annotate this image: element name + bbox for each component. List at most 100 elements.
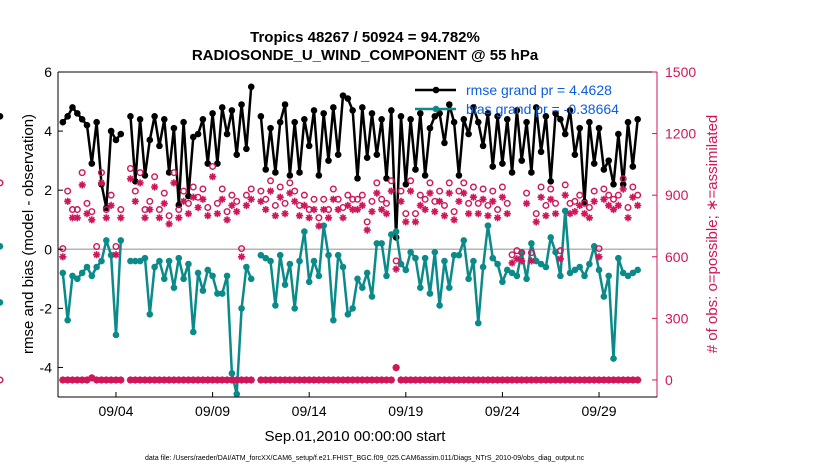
bias-point bbox=[547, 234, 555, 241]
x-tick-label: 09/09 bbox=[195, 403, 230, 419]
assimilated-marker bbox=[634, 201, 642, 209]
possible-marker bbox=[247, 185, 255, 193]
rmse-point bbox=[330, 104, 337, 111]
bias-point bbox=[629, 269, 637, 277]
bias-point bbox=[499, 278, 506, 286]
possible-marker bbox=[624, 204, 632, 212]
bias-point bbox=[383, 272, 390, 280]
possible-marker bbox=[392, 257, 400, 265]
possible-marker bbox=[189, 183, 197, 191]
possible-marker bbox=[310, 195, 318, 203]
floor-assimilated-marker bbox=[146, 376, 154, 384]
bias-point bbox=[426, 290, 434, 297]
bias-point bbox=[431, 248, 439, 256]
rmse-point bbox=[455, 172, 463, 179]
assimilated-marker bbox=[242, 201, 250, 209]
assimilated-marker bbox=[349, 206, 357, 214]
floor-assimilated-marker bbox=[262, 376, 270, 384]
possible-marker bbox=[397, 187, 405, 195]
possible-marker bbox=[146, 197, 154, 205]
y-right-tick-label: 300 bbox=[665, 310, 689, 326]
rmse-point bbox=[344, 95, 352, 102]
rmse-point bbox=[542, 113, 550, 120]
possible-marker bbox=[363, 218, 371, 226]
possible-marker bbox=[547, 185, 555, 193]
possible-marker bbox=[378, 195, 386, 203]
rmse-point bbox=[325, 157, 332, 164]
legend-rmse-label: rmse grand pr = 4.4628 bbox=[466, 82, 612, 98]
assimilated-marker bbox=[165, 220, 173, 228]
assimilated-marker bbox=[421, 206, 429, 214]
x-tick-label: 09/24 bbox=[485, 403, 520, 419]
rmse-point bbox=[262, 166, 270, 173]
possible-marker bbox=[136, 169, 144, 177]
assimilated-marker bbox=[223, 216, 231, 224]
y-axis-label-left: rmse and bias (model - observation) bbox=[20, 114, 37, 354]
assimilated-marker bbox=[353, 206, 362, 214]
assimilated-marker bbox=[431, 208, 439, 216]
rmse-point bbox=[537, 148, 545, 156]
floor-assimilated-marker bbox=[532, 376, 540, 384]
bias-point bbox=[69, 272, 76, 280]
rmse-point bbox=[267, 124, 274, 132]
floor-assimilated-marker bbox=[634, 376, 642, 384]
rmse-point bbox=[566, 107, 574, 114]
floor-assimilated-marker bbox=[397, 376, 405, 384]
possible-marker bbox=[465, 199, 473, 207]
floor-assimilated-marker bbox=[238, 376, 246, 384]
assimilated-marker bbox=[455, 197, 463, 205]
assimilated-marker bbox=[73, 214, 81, 222]
bias-point bbox=[315, 272, 323, 280]
rmse-point bbox=[257, 113, 265, 120]
assimilated-marker bbox=[315, 222, 323, 230]
assimilated-marker bbox=[300, 201, 308, 209]
assimilated-marker bbox=[83, 210, 91, 218]
rmse-point bbox=[600, 166, 608, 173]
bias-point bbox=[78, 269, 86, 277]
footnote: data file: /Users/raeder/DAI/ATM_forcXX/… bbox=[145, 455, 585, 462]
rmse-point bbox=[586, 118, 593, 126]
rmse-point bbox=[93, 118, 100, 126]
assimilated-marker bbox=[320, 206, 328, 214]
assimilated-marker bbox=[363, 226, 371, 234]
possible-marker bbox=[619, 175, 627, 183]
assimilated-marker bbox=[484, 212, 492, 220]
floor-assimilated-marker bbox=[141, 376, 149, 384]
possible-marker bbox=[271, 201, 279, 209]
assimilated-marker bbox=[498, 193, 506, 201]
possible-marker bbox=[402, 210, 410, 218]
bias-point bbox=[479, 263, 487, 271]
assimilated-marker bbox=[580, 210, 589, 218]
possible-marker bbox=[532, 210, 540, 218]
floor-assimilated-marker bbox=[566, 376, 574, 384]
possible-marker bbox=[112, 243, 120, 251]
bias-point bbox=[605, 272, 612, 280]
floor-assimilated-marker bbox=[204, 376, 212, 384]
rmse-point bbox=[64, 113, 71, 120]
bias-point bbox=[363, 269, 371, 277]
possible-marker bbox=[556, 247, 564, 255]
assimilated-marker bbox=[378, 206, 386, 214]
assimilated-marker bbox=[59, 253, 67, 261]
bias-point bbox=[199, 287, 207, 294]
assimilated-marker bbox=[126, 175, 135, 183]
possible-marker bbox=[107, 191, 115, 199]
rmse-point bbox=[378, 115, 385, 123]
assimilated-marker bbox=[571, 208, 579, 216]
assimilated-marker bbox=[213, 210, 221, 218]
assimilated-marker bbox=[238, 253, 246, 261]
rmse-point bbox=[276, 118, 284, 126]
assimilated-marker bbox=[160, 199, 168, 207]
rmse-point bbox=[499, 160, 506, 167]
assimilated-marker bbox=[286, 189, 294, 197]
assimilated-marker bbox=[310, 206, 318, 214]
possible-marker bbox=[73, 206, 81, 214]
rmse-point bbox=[619, 180, 627, 188]
possible-marker bbox=[78, 169, 86, 177]
bias-point bbox=[272, 302, 279, 309]
assimilated-marker bbox=[489, 197, 497, 205]
bias-point bbox=[180, 275, 187, 283]
possible-marker bbox=[354, 195, 362, 203]
assimilated-marker bbox=[368, 208, 376, 216]
floor-assimilated-marker bbox=[358, 376, 366, 384]
